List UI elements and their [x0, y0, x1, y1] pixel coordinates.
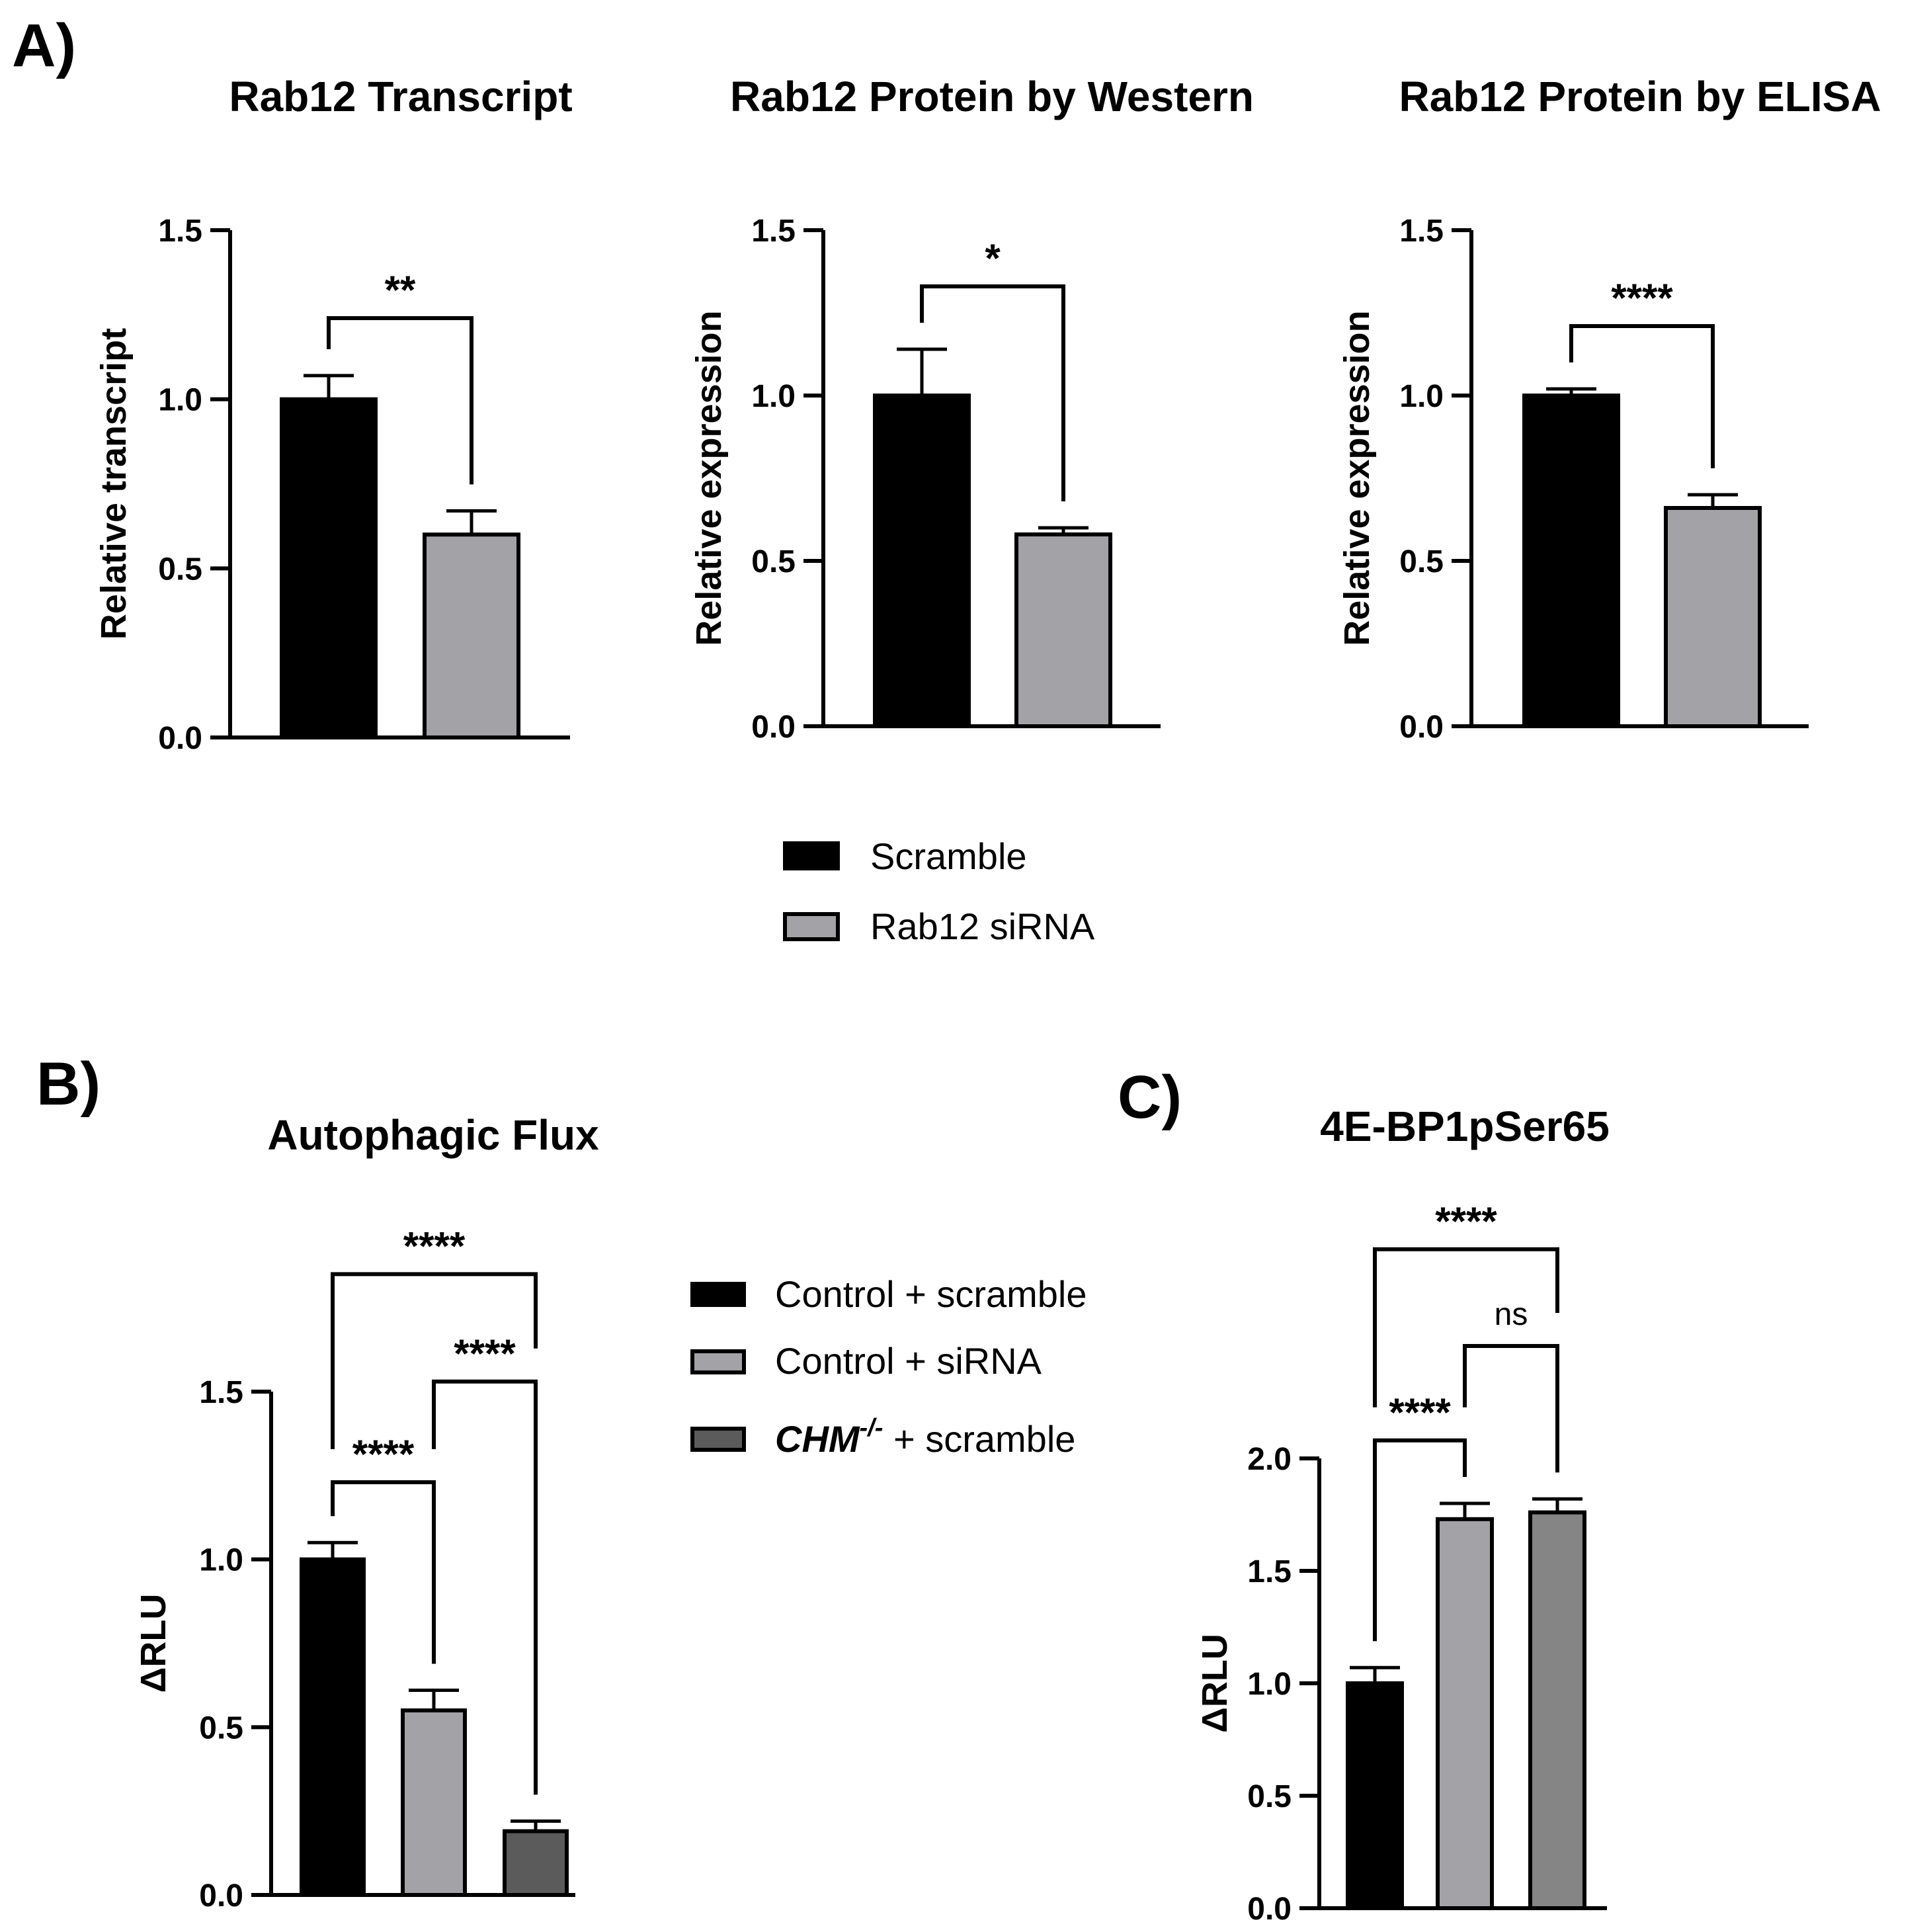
- bar: [401, 1708, 467, 1897]
- legend-swatch-chm-scramble: [690, 1427, 746, 1452]
- bar: [280, 397, 378, 740]
- significance-label: ****: [1389, 1390, 1451, 1435]
- significance-label: ****: [352, 1432, 415, 1476]
- y-tick-label: 1.0: [1247, 1667, 1292, 1702]
- chart-rab12-western: Rab12 Protein by Western 0.0 0.5 1.0 1.5 Rela…: [689, 73, 1254, 745]
- y-tick-label: 0.5: [1247, 1779, 1292, 1814]
- legend-item: Rab12 siRNA: [783, 905, 1095, 947]
- y-tick-label: 1.5: [1247, 1554, 1292, 1589]
- panel-label-a: A): [12, 12, 76, 79]
- chart-title: Autophagic Flux: [267, 1111, 599, 1159]
- y-axis-label: Relative expression: [689, 310, 729, 646]
- y-axis-label: ΔRLU: [1195, 1634, 1235, 1733]
- legend-swatch-control-sirna: [690, 1349, 746, 1374]
- legend-label-control-scramble: Control + scramble: [775, 1273, 1087, 1315]
- y-tick-label: 0.5: [751, 544, 796, 579]
- y-tick-label: 1.5: [751, 214, 796, 249]
- significance-bracket: [1373, 1247, 1559, 1407]
- panel-label-c: C): [1118, 1064, 1182, 1131]
- chart-rab12-transcript: Rab12 Transcript 0.0 0.5 1.0 1.5 Relative tra…: [94, 73, 573, 756]
- legend-label-chm-rest: + scramble: [883, 1418, 1075, 1460]
- significance-bracket: [432, 1379, 538, 1795]
- y-tick-label: 2.0: [1247, 1442, 1292, 1477]
- legend-swatch-scramble: [783, 841, 840, 870]
- significance-bracket: [1463, 1344, 1559, 1473]
- significance-label: ****: [454, 1331, 516, 1376]
- y-axis-label: ΔRLU: [134, 1594, 173, 1693]
- y-tick-label: 1.0: [199, 1543, 243, 1578]
- chart-title: Rab12 Protein by Western: [730, 73, 1254, 120]
- legend-label-chm-superscript: -/-: [860, 1414, 883, 1442]
- y-tick-label: 0.0: [751, 710, 796, 745]
- legend-item: Control + siRNA: [690, 1340, 1042, 1382]
- y-tick-label: 0.5: [158, 552, 202, 587]
- y-tick-label: 0.5: [199, 1710, 243, 1745]
- y-tick-label: 1.0: [158, 383, 202, 418]
- legend-swatch-control-scramble: [690, 1282, 746, 1307]
- y-tick-label: 1.0: [1399, 379, 1444, 414]
- chart-4ebp1-pser65: 4E-BP1pSer65 0.0 0.5 1.0 1.5 2.0 ΔRLU **** ns ***…: [1195, 1103, 1610, 1927]
- significance-bracket: [327, 315, 473, 485]
- significance-bracket: [1373, 1438, 1467, 1642]
- significance-bracket: [920, 284, 1065, 501]
- bar: [1664, 506, 1762, 728]
- chart-autophagic-flux: Autophagic Flux 0.0 0.5 1.0 1.5 ΔRLU **** **** *…: [134, 1111, 599, 1913]
- significance-bracket: [331, 1480, 436, 1664]
- y-tick-label: 0.5: [1399, 544, 1444, 579]
- legend-panel-b: Control + scramble Control + siRNA CHM-/…: [690, 1273, 1087, 1460]
- chart-title: 4E-BP1pSer65: [1320, 1103, 1610, 1150]
- legend-label-rab12-sirna: Rab12 siRNA: [870, 905, 1095, 947]
- y-tick-label: 1.5: [199, 1375, 243, 1410]
- panel-label-b: B): [36, 1050, 101, 1118]
- bar: [1528, 1510, 1586, 1911]
- bar: [873, 394, 971, 728]
- significance-label: **: [385, 268, 416, 312]
- significance-bracket: [1569, 324, 1715, 468]
- bar: [300, 1557, 366, 1898]
- bar: [423, 532, 520, 739]
- chart-title: Rab12 Transcript: [229, 73, 572, 120]
- y-tick-label: 0.0: [158, 721, 202, 756]
- significance-label: ****: [1611, 276, 1673, 320]
- legend-label-chm-gene: CHM: [775, 1418, 860, 1460]
- y-tick-label: 1.5: [1399, 214, 1444, 249]
- legend-label-scramble: Scramble: [870, 835, 1027, 877]
- legend-item: Control + scramble: [690, 1273, 1087, 1315]
- chart-title: Rab12 Protein by ELISA: [1399, 73, 1881, 120]
- y-tick-label: 0.0: [1247, 1892, 1292, 1927]
- significance-label: ****: [1435, 1199, 1497, 1243]
- y-tick-label: 1.0: [751, 379, 796, 414]
- significance-bracket: [331, 1272, 538, 1449]
- bar: [1436, 1517, 1494, 1911]
- bar: [503, 1829, 569, 1898]
- y-axis-label: Relative transcript: [94, 328, 134, 640]
- legend-swatch-rab12-sirna: [783, 912, 840, 941]
- significance-label: *: [985, 236, 1001, 280]
- chart-rab12-elisa: Rab12 Protein by ELISA 0.0 0.5 1.0 1.5 Relati…: [1337, 73, 1881, 745]
- legend-label-control-sirna: Control + siRNA: [775, 1340, 1042, 1382]
- legend-label-chm-scramble: CHM-/- + scramble: [775, 1414, 1075, 1460]
- y-axis-label: Relative expression: [1337, 310, 1377, 646]
- bar: [1346, 1681, 1404, 1910]
- legend-item: CHM-/- + scramble: [690, 1414, 1075, 1460]
- y-tick-label: 0.0: [199, 1878, 243, 1913]
- significance-label: ns: [1495, 1297, 1528, 1332]
- significance-label: ****: [403, 1224, 466, 1268]
- legend-item: Scramble: [783, 835, 1027, 877]
- legend-panel-a: Scramble Rab12 siRNA: [783, 835, 1095, 947]
- y-tick-label: 1.5: [158, 214, 202, 249]
- bar: [1522, 394, 1620, 728]
- bar: [1014, 532, 1112, 728]
- y-tick-label: 0.0: [1399, 710, 1444, 745]
